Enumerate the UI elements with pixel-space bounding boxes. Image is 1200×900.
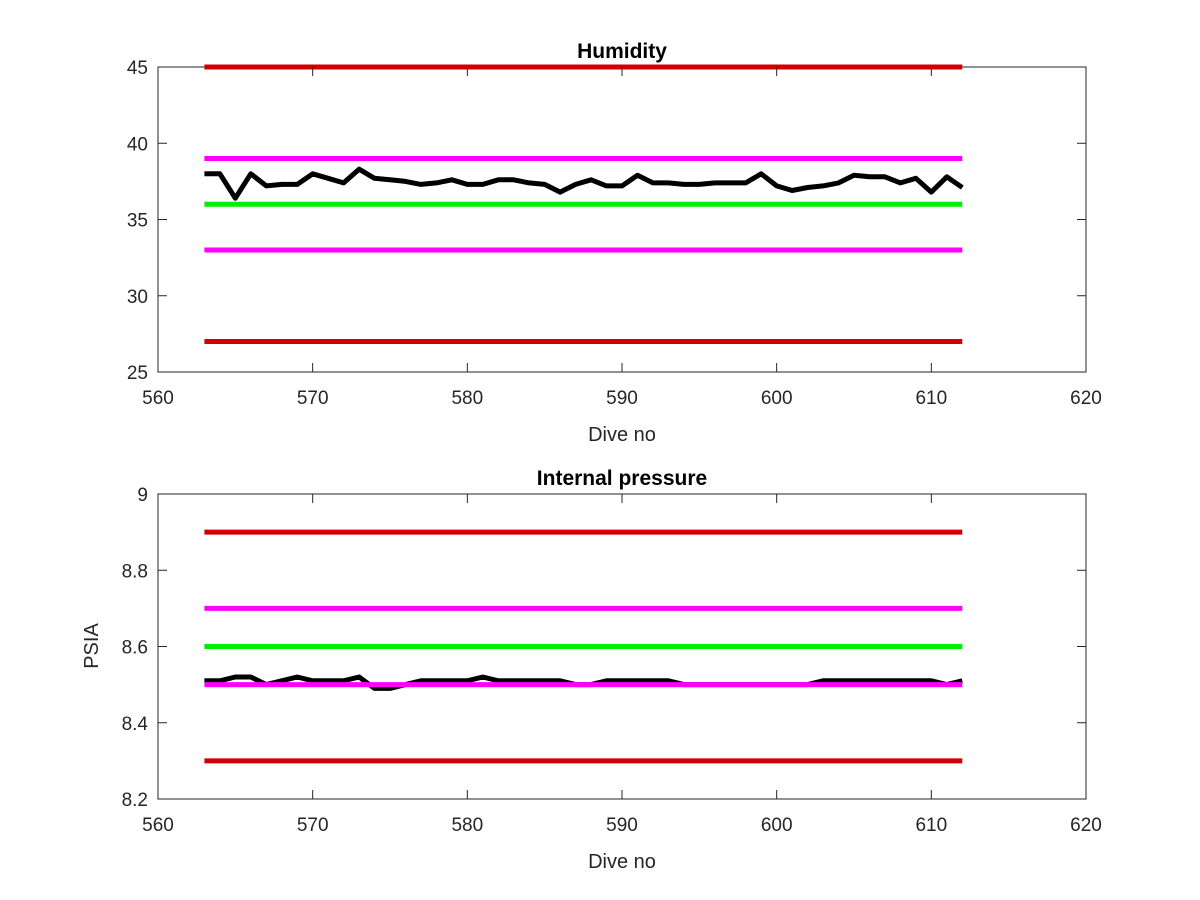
- pressure-ticks: 560 570 580 590 600 610 620 8.2 8.4 8.6 8.8 9: [122, 485, 1102, 836]
- humidity-x-tick-label: 580: [451, 388, 483, 409]
- humidity-y-tick-label: 25: [127, 363, 148, 384]
- pressure-y-tick-label: 8.8: [122, 561, 148, 582]
- humidity-x-tick-label: 610: [915, 388, 947, 409]
- humidity-x-tick-label: 570: [297, 388, 329, 409]
- pressure-x-tick-label: 620: [1070, 815, 1102, 836]
- pressure-title: Internal pressure: [537, 467, 707, 490]
- pressure-series: [204, 529, 963, 764]
- humidity-x-axis-label: Dive no: [588, 424, 656, 446]
- humidity-x-tick-label: 560: [142, 388, 174, 409]
- humidity-y-tick-label: 35: [127, 211, 148, 232]
- pressure-x-tick-label: 570: [297, 815, 329, 836]
- humidity-x-tick-label: 620: [1070, 388, 1102, 409]
- pressure-y-axis-label: PSIA: [81, 623, 103, 669]
- pressure-x-tick-label: 590: [606, 815, 638, 836]
- humidity-measured-line: [204, 166, 964, 201]
- pressure-x-axis-label: Dive no: [588, 851, 656, 873]
- internal-pressure-subplot: 560 570 580 590 600 610 620 8.2 8.4 8.6 8.8 9 Inter…: [81, 467, 1102, 873]
- humidity-x-tick-label: 590: [606, 388, 638, 409]
- pressure-y-tick-label: 9: [137, 485, 148, 506]
- humidity-title: Humidity: [577, 40, 667, 63]
- humidity-x-tick-label: 600: [761, 388, 793, 409]
- humidity-y-tick-label: 30: [127, 287, 148, 308]
- humidity-series: [204, 64, 964, 344]
- humidity-subplot: 560 570 580 590 600 610 620 25 30 35 40 45 Humidity…: [127, 40, 1102, 446]
- pressure-x-tick-label: 600: [761, 815, 793, 836]
- pressure-y-tick-label: 8.6: [122, 638, 148, 659]
- humidity-ticks: 560 570 580 590 600 610 620 25 30 35 40 45: [127, 58, 1102, 409]
- humidity-y-tick-label: 45: [127, 58, 148, 79]
- pressure-y-tick-label: 8.2: [122, 790, 148, 811]
- pressure-x-tick-label: 560: [142, 815, 174, 836]
- humidity-axes-box: [157, 66, 1087, 373]
- pressure-y-tick-label: 8.4: [122, 714, 149, 735]
- humidity-y-tick-label: 40: [127, 134, 148, 155]
- pressure-x-tick-label: 580: [451, 815, 483, 836]
- pressure-x-tick-label: 610: [915, 815, 947, 836]
